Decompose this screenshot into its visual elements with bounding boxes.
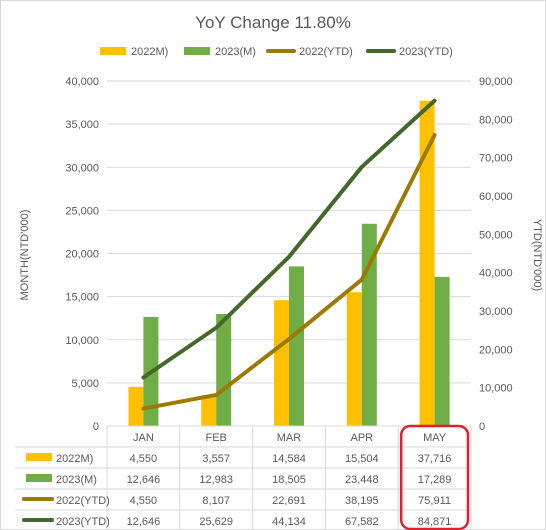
bar-2023-m--mar: [289, 266, 304, 426]
lines: [141, 98, 437, 411]
y-tick-label: 5,000: [71, 378, 99, 390]
table-cell: 44,134: [272, 516, 306, 528]
y-axis-left: 0 5,000 10,000 15,000 20,000 25,000 30,000 35,0…: [65, 76, 99, 433]
table-cell: 12,983: [199, 474, 233, 486]
y-tick-label: 0: [93, 421, 99, 433]
y2-tick-label: 60,000: [479, 191, 513, 203]
y2-tick-label: 20,000: [479, 344, 513, 356]
bar-2023-m--feb: [216, 314, 232, 426]
x-tick-label: APR: [350, 432, 373, 444]
bar-2022m--feb: [201, 395, 217, 426]
table-cell: 4,550: [130, 495, 158, 507]
y-tick-label: 35,000: [65, 119, 99, 131]
table-cell: 3,557: [202, 453, 230, 465]
y2-tick-label: 30,000: [479, 306, 513, 318]
table-cell: 14,584: [272, 453, 306, 465]
y-tick-label: 25,000: [65, 205, 99, 217]
table-cell: 22,691: [272, 495, 306, 507]
table-cell: 12,646: [127, 474, 161, 486]
x-tick-label: MAY: [423, 432, 447, 444]
y-tick-label: 15,000: [65, 292, 99, 304]
data-table: JAN FEB MAR APR MAY 2022M) 4,550 3,557 14,584 15,…: [15, 425, 472, 530]
chart-title: YoY Change 11.80%: [195, 13, 351, 32]
y2-tick-label: 40,000: [479, 268, 513, 280]
y-tick-label: 10,000: [65, 335, 99, 347]
y-axis-right: 0 10,000 20,000 30,000 40,000 50,000 60,000 70,…: [479, 76, 513, 433]
table-swatch: [26, 453, 52, 461]
y-axis-right-label: YTD(NTD'000): [531, 219, 543, 291]
table-cell: 67,582: [345, 516, 379, 528]
x-tick-label: MAR: [277, 432, 302, 444]
table-cell: 17,289: [418, 474, 452, 486]
legend-label: 2023(YTD): [399, 46, 453, 58]
x-tick-label: FEB: [205, 432, 226, 444]
bar-2022m--jan: [128, 386, 144, 426]
line-2023-ytd-: [141, 98, 437, 380]
y-axis-left-label: MONTH(NTD'000): [19, 210, 31, 301]
table-cell: 8,107: [202, 495, 230, 507]
table-cell: 18,505: [272, 474, 306, 486]
x-tick-label: JAN: [133, 432, 154, 444]
y-tick-label: 20,000: [65, 249, 99, 261]
legend-swatch: [184, 47, 210, 55]
legend-label: 2022M): [131, 46, 168, 58]
y2-tick-label: 0: [479, 421, 485, 433]
bar-2022m--apr: [346, 292, 362, 426]
legend-label: 2022(YTD): [299, 46, 353, 58]
table-row-label: 2023(YTD): [56, 516, 110, 528]
table-cell: 37,716: [418, 453, 452, 465]
bar-2022m--mar: [274, 300, 289, 426]
table-row-label: 2022M): [56, 453, 93, 465]
table-cell: 4,550: [130, 453, 158, 465]
table-cell: 84,871: [418, 516, 452, 528]
legend: 2022M) 2023(M) 2022(YTD) 2023(YTD): [100, 46, 453, 58]
table-cell: 15,504: [345, 453, 379, 465]
line-2022-ytd-: [141, 133, 437, 411]
table-cell: 12,646: [127, 516, 161, 528]
y-tick-label: 30,000: [65, 162, 99, 174]
table-cell: 75,911: [418, 495, 451, 507]
y2-tick-label: 10,000: [479, 383, 513, 395]
legend-label: 2023(M): [215, 46, 256, 58]
table-cell: 25,629: [199, 516, 233, 528]
y-tick-label: 40,000: [65, 76, 99, 88]
bar-2022m--may: [419, 100, 435, 427]
table-row-label: 2023(M): [56, 474, 97, 486]
table-row-label: 2022(YTD): [56, 495, 110, 507]
table-swatch: [26, 474, 52, 482]
bar-2023-m--may: [434, 276, 450, 426]
table-cell: 38,195: [345, 495, 379, 507]
y2-tick-label: 50,000: [479, 229, 513, 241]
table-cell: 23,448: [345, 474, 379, 486]
legend-swatch: [100, 47, 126, 55]
y2-tick-label: 70,000: [479, 153, 513, 165]
y2-tick-label: 80,000: [479, 114, 513, 126]
highlight-box: [399, 424, 470, 530]
y2-tick-label: 90,000: [479, 76, 513, 88]
